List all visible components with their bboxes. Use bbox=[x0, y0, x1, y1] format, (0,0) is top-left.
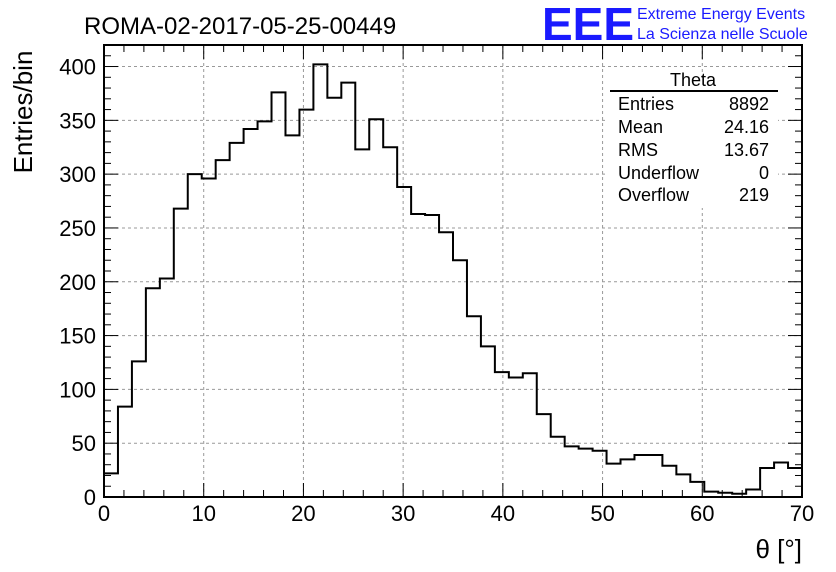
y-tick-label: 100 bbox=[59, 377, 96, 402]
histogram-bin bbox=[634, 455, 648, 497]
histogram-bin bbox=[509, 378, 523, 497]
stats-title: Theta bbox=[670, 70, 717, 90]
histogram-bin bbox=[244, 129, 258, 497]
histogram-bin bbox=[355, 149, 369, 497]
x-tick-label: 0 bbox=[98, 501, 110, 526]
histogram-bin bbox=[495, 372, 509, 497]
plot-frame bbox=[103, 44, 803, 498]
x-tick-label: 40 bbox=[491, 501, 515, 526]
histogram-bin bbox=[746, 489, 760, 497]
histogram-bin bbox=[188, 174, 202, 497]
histogram-bin bbox=[593, 451, 607, 497]
logo-line-1: Extreme Energy Events bbox=[637, 6, 805, 23]
stats-value-rms: 13.67 bbox=[724, 140, 769, 160]
histogram-bin bbox=[537, 414, 551, 497]
histogram-bin bbox=[272, 92, 286, 497]
histogram-bin bbox=[146, 288, 160, 497]
histogram-bin bbox=[467, 316, 481, 497]
histogram-bin bbox=[607, 464, 621, 497]
histogram-bin bbox=[118, 407, 132, 497]
logo-line-2: La Scienza nelle Scuole bbox=[637, 26, 808, 43]
y-axis-label: Entries/bin bbox=[8, 51, 38, 174]
y-tick-label: 0 bbox=[84, 485, 96, 510]
histogram-bin bbox=[676, 474, 690, 497]
histogram-outline bbox=[103, 63, 803, 497]
grid-lines bbox=[104, 45, 802, 497]
histogram-bin bbox=[174, 209, 188, 497]
histogram-bin bbox=[160, 279, 174, 497]
histogram-bin bbox=[327, 98, 341, 497]
plot-title: ROMA-02-2017-05-25-00449 bbox=[84, 13, 396, 40]
logo-mark: EEE bbox=[542, 0, 634, 50]
histogram-bin bbox=[299, 110, 313, 497]
histogram-series bbox=[103, 63, 803, 497]
stats-box-bg bbox=[608, 78, 778, 208]
histogram-bin bbox=[523, 373, 537, 497]
histogram-bin bbox=[453, 260, 467, 497]
x-tick-label: 60 bbox=[690, 501, 714, 526]
x-tick-label: 50 bbox=[590, 501, 614, 526]
axis-ticks bbox=[103, 44, 803, 498]
histogram-bin bbox=[230, 143, 244, 497]
histogram-bin bbox=[132, 361, 146, 497]
x-axis-label: θ [°] bbox=[755, 534, 802, 564]
tick-labels: 0 10 20 30 40 50 60 70 0 50 100 150 200 250 300 350 400 bbox=[59, 55, 814, 526]
y-tick-label: 250 bbox=[59, 216, 96, 241]
histogram-bin bbox=[551, 437, 565, 497]
y-tick-label: 400 bbox=[59, 55, 96, 80]
histogram-bin bbox=[439, 232, 453, 497]
y-tick-label: 50 bbox=[72, 431, 96, 456]
histogram-bin bbox=[258, 121, 272, 497]
histogram-bin bbox=[397, 187, 411, 497]
stats-value-mean: 24.16 bbox=[724, 117, 769, 137]
histogram-bin bbox=[341, 83, 355, 497]
stats-value-entries: 8892 bbox=[729, 94, 769, 114]
x-tick-label: 70 bbox=[790, 501, 814, 526]
histogram-bin bbox=[104, 473, 118, 497]
stats-label-overflow: Overflow bbox=[618, 185, 690, 205]
histogram-bin bbox=[579, 449, 593, 497]
histogram-bin bbox=[202, 178, 216, 497]
histogram-bin bbox=[313, 64, 327, 497]
histogram-bin bbox=[481, 346, 495, 497]
stats-value-overflow: 219 bbox=[739, 185, 769, 205]
histogram-bin bbox=[565, 446, 579, 497]
y-tick-label: 300 bbox=[59, 162, 96, 187]
histogram-bin bbox=[662, 466, 676, 497]
y-tick-label: 200 bbox=[59, 270, 96, 295]
histogram-bin bbox=[648, 455, 662, 497]
histogram-bin bbox=[383, 147, 397, 497]
stats-value-underflow: 0 bbox=[759, 163, 769, 183]
histogram-bin bbox=[788, 468, 802, 497]
y-tick-label: 150 bbox=[59, 324, 96, 349]
histogram-bin bbox=[411, 214, 425, 497]
histogram-bin bbox=[774, 463, 788, 497]
stats-box: Theta Entries 8892 Mean 24.16 RMS 13.67 … bbox=[608, 70, 778, 208]
stats-label-underflow: Underflow bbox=[618, 163, 700, 183]
eee-logo: EEE Extreme Energy Events La Scienza nel… bbox=[542, 0, 808, 50]
x-tick-label: 30 bbox=[391, 501, 415, 526]
x-tick-label: 20 bbox=[291, 501, 315, 526]
stats-label-entries: Entries bbox=[618, 94, 674, 114]
histogram-bin bbox=[369, 119, 383, 497]
x-tick-label: 10 bbox=[191, 501, 215, 526]
stats-label-mean: Mean bbox=[618, 117, 663, 137]
histogram-bin bbox=[285, 135, 299, 497]
histogram-bin bbox=[216, 160, 230, 497]
stats-label-rms: RMS bbox=[618, 140, 658, 160]
histogram-bin bbox=[425, 215, 439, 497]
y-tick-label: 350 bbox=[59, 108, 96, 133]
